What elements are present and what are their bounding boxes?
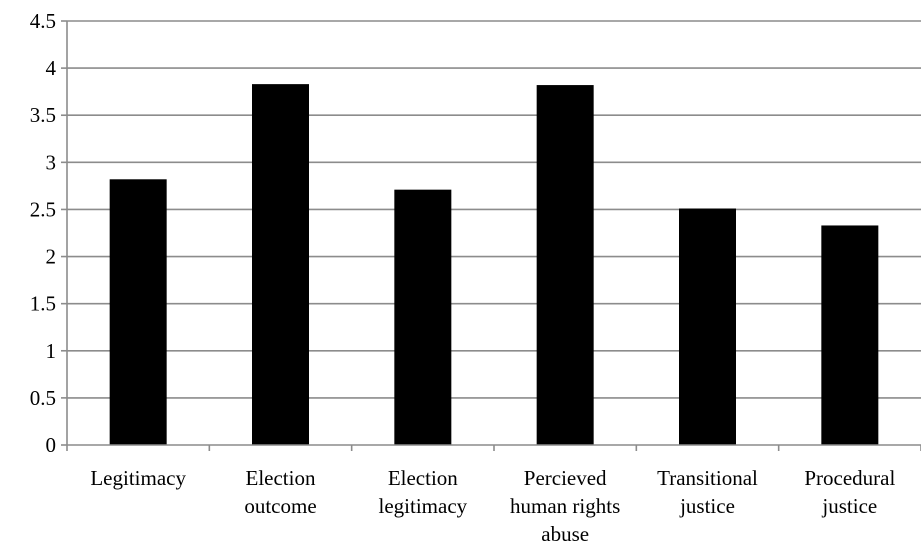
y-tick-label: 4.5 [30, 9, 56, 33]
x-category-label: Election outcome [244, 466, 316, 518]
y-tick-label: 2 [46, 245, 57, 269]
x-category-label: Procedural justice [804, 466, 895, 518]
bar [252, 84, 309, 445]
bar [536, 85, 594, 446]
axes [61, 20, 921, 451]
gridlines [67, 20, 921, 399]
y-tick-label: 1 [46, 339, 57, 363]
bars [109, 84, 879, 446]
y-tick-label: 4 [46, 56, 57, 80]
y-tick-labels: 0 0.5 1 1.5 2 2.5 3 3.5 4 4.5 [30, 9, 57, 457]
bar [109, 179, 167, 445]
bar [679, 208, 736, 445]
x-category-label: Legitimacy [90, 466, 186, 490]
y-tick-label: 3 [46, 150, 57, 174]
x-category-label: Election legitimacy [379, 466, 468, 518]
y-tick-label: 0.5 [30, 386, 56, 410]
bar [394, 189, 452, 445]
y-tick-label: 3.5 [30, 103, 56, 127]
y-tick-label: 1.5 [30, 292, 56, 316]
x-category-labels: Legitimacy Election outcome Election legitim… [90, 466, 895, 546]
x-category-label: Percieved human rights abuse [510, 466, 620, 546]
bar [821, 225, 879, 445]
y-tick-label: 0 [46, 433, 57, 457]
x-category-label: Transitional justice [657, 466, 758, 518]
y-tick-label: 2.5 [30, 197, 56, 221]
